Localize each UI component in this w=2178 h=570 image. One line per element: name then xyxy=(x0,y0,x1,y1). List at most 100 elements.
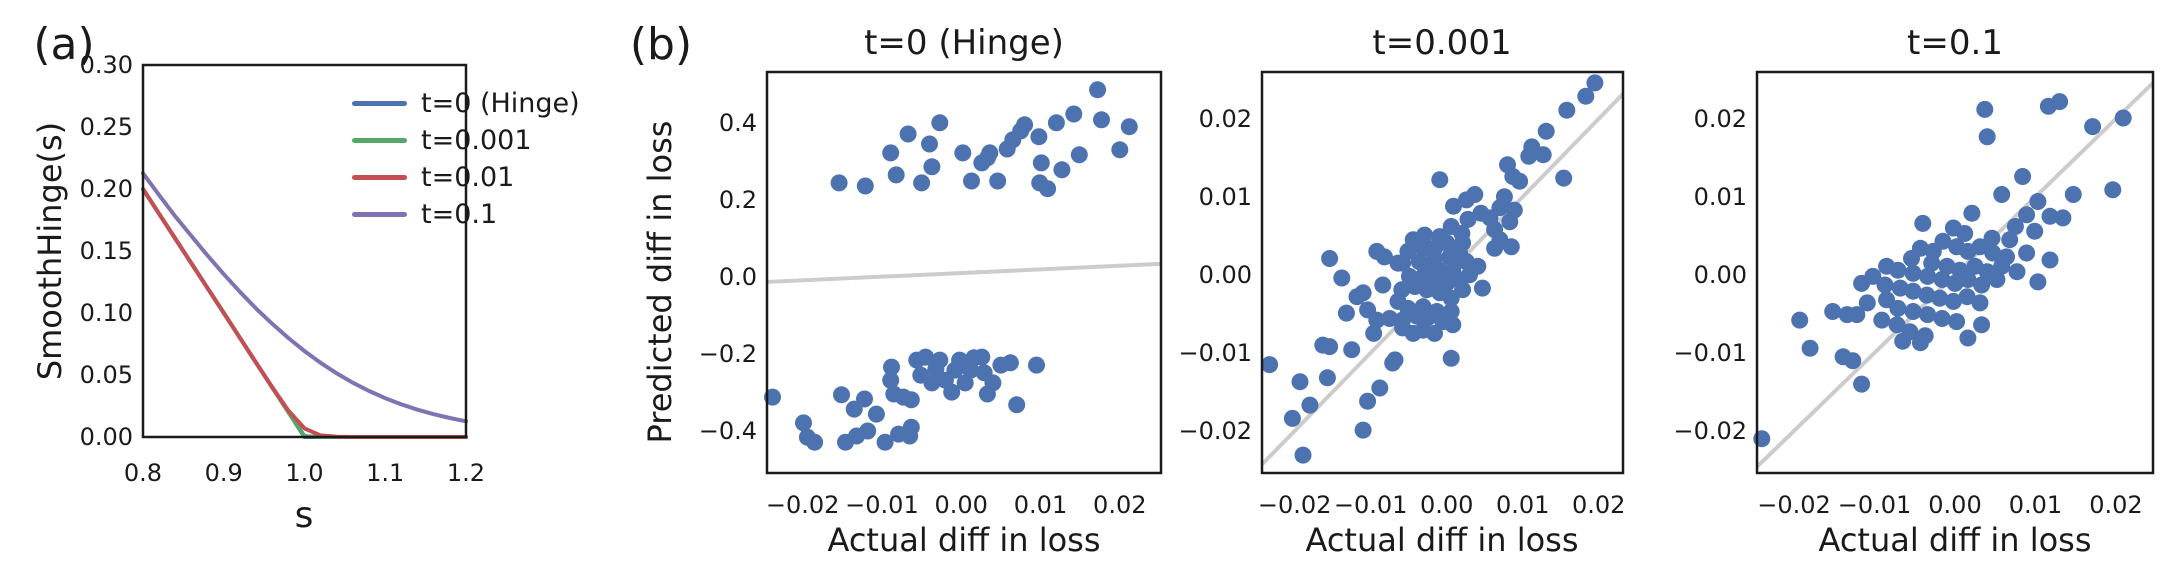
scatter-t0001-title: t=0.001 xyxy=(1372,23,1512,63)
scatter-point xyxy=(1030,128,1048,146)
y-tick-label: −0.4 xyxy=(699,417,757,445)
scatter-point xyxy=(1933,271,1951,288)
plot-frame xyxy=(1755,70,2155,475)
scatter-point xyxy=(1944,292,1962,310)
scatter-point xyxy=(1348,288,1366,306)
scatter-point xyxy=(1321,250,1339,267)
scatter-point xyxy=(943,383,961,401)
scatter-point xyxy=(2006,218,2024,235)
scatter-point xyxy=(2041,251,2059,269)
y-tick-label: 0.05 xyxy=(80,361,133,389)
y-tick-label: 0.01 xyxy=(1694,183,1747,211)
scatter-point xyxy=(954,144,972,162)
scatter-t0001-x-axis-title: Actual diff in loss xyxy=(1305,521,1579,559)
scatter-point xyxy=(1888,316,1906,334)
scatter-point xyxy=(806,433,824,451)
scatter-point xyxy=(2029,273,2047,291)
scatter-point xyxy=(1337,304,1355,322)
scatter-point xyxy=(1371,379,1389,397)
scatter-points xyxy=(1753,93,2132,448)
scatter-point xyxy=(1321,338,1339,356)
scatter-point xyxy=(882,144,900,162)
scatter-points xyxy=(764,81,1138,451)
scatter-point xyxy=(1946,274,1964,292)
scatter-point xyxy=(1555,169,1573,187)
scatter-point xyxy=(1354,421,1372,439)
scatter-point xyxy=(1948,313,1966,331)
y-tick-label: 0.10 xyxy=(80,299,133,327)
legend-label: t=0.01 xyxy=(421,162,515,193)
scatter-point xyxy=(956,374,974,392)
scatter-point xyxy=(1577,87,1595,105)
x-tick-label: −0.02 xyxy=(1757,491,1831,519)
scatter-point xyxy=(1032,154,1050,172)
scatter-point xyxy=(913,174,931,192)
scatter-point xyxy=(2014,168,2032,185)
scatter-point xyxy=(1389,254,1407,272)
scatter-point xyxy=(1959,329,1977,347)
scatter-point xyxy=(1534,146,1552,164)
scatter-point xyxy=(1914,214,1932,232)
scatter-point xyxy=(1791,311,1809,329)
scatter-point xyxy=(1971,294,1989,312)
scatter-point xyxy=(1486,239,1504,257)
x-tick-label: 0.02 xyxy=(2089,491,2142,519)
x-tick-label: −0.02 xyxy=(766,491,840,519)
panel-a-x-axis-title: s xyxy=(294,495,314,536)
x-tick-label: 0.8 xyxy=(124,459,162,487)
scatter-point xyxy=(1502,238,1520,256)
scatter-point xyxy=(1586,74,1604,92)
scatter-point xyxy=(2084,118,2102,136)
scatter-point xyxy=(2001,231,2019,249)
scatter-point xyxy=(899,125,917,143)
scatter-point xyxy=(2064,186,2082,203)
scatter-point xyxy=(1873,311,1891,329)
x-tick-label: 0.00 xyxy=(935,491,988,519)
x-tick-label: 1.2 xyxy=(447,459,485,487)
scatter-point xyxy=(1904,264,1922,282)
scatter-point xyxy=(1444,316,1462,334)
scatter-point xyxy=(1294,446,1312,464)
scatter-point xyxy=(1891,279,1909,297)
scatter-point xyxy=(856,177,874,195)
scatter-point xyxy=(1374,276,1392,294)
identity-line xyxy=(766,261,1162,284)
panel-b-label: (b) xyxy=(629,19,693,70)
scatter-point xyxy=(1978,128,1996,146)
scatter-point xyxy=(1993,257,2011,275)
scatter-point xyxy=(1944,219,1962,237)
legend-item-3: t=0.1 xyxy=(352,196,580,233)
y-tick-label: 0.25 xyxy=(80,113,133,141)
scatter-point xyxy=(1904,303,1922,320)
x-tick-label: −0.01 xyxy=(1334,491,1408,519)
scatter-point xyxy=(1933,310,1951,327)
scatter-point xyxy=(2018,244,2036,262)
scatter-point xyxy=(1301,396,1319,414)
scatter-point xyxy=(1824,303,1842,320)
scatter-point xyxy=(2008,263,2026,281)
x-tick-label: 0.01 xyxy=(1496,491,1549,519)
scatter-point xyxy=(1065,105,1083,123)
scatter-point xyxy=(1971,238,1989,256)
scatter-point xyxy=(2051,93,2069,111)
x-tick-label: −0.01 xyxy=(1838,491,1912,519)
scatter-point xyxy=(1473,279,1491,297)
scatter-t01-title: t=0.1 xyxy=(1907,23,2003,63)
scatter-point xyxy=(2054,209,2072,227)
scatter-point xyxy=(1318,369,1336,387)
scatter-points xyxy=(1261,74,1604,464)
scatter-hinge-title: t=0 (Hinge) xyxy=(864,23,1064,63)
scatter-point xyxy=(963,172,980,190)
scatter-point xyxy=(1976,100,1994,118)
legend-swatch xyxy=(352,101,407,106)
scatter-point xyxy=(2026,222,2044,240)
scatter-point xyxy=(989,172,1007,190)
scatter-point xyxy=(984,374,1002,392)
scatter-point xyxy=(1070,146,1088,164)
scatter-point xyxy=(882,371,900,389)
y-tick-label: −0.2 xyxy=(699,340,757,368)
scatter-point xyxy=(1368,242,1386,260)
scatter-point xyxy=(1445,197,1462,215)
scatter-point xyxy=(1876,276,1894,294)
scatter-point xyxy=(1801,339,1819,357)
